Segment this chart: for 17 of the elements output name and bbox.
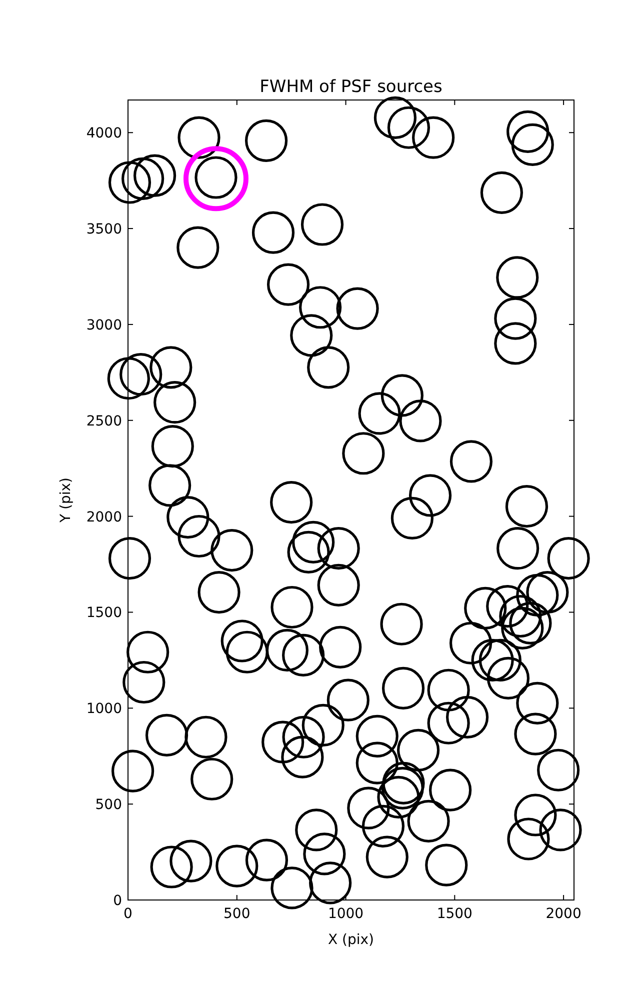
x-tick-label: 500 [224,906,250,922]
x-tick-label: 1500 [436,906,472,922]
y-tick-label: 500 [95,797,122,814]
y-tick-label: 1000 [86,701,122,718]
y-tick-label: 1500 [86,605,122,622]
x-tick-label: 0 [124,906,132,922]
y-axis-title: Y (pix) [58,478,74,524]
y-tick-label: 2000 [86,509,122,526]
x-tick-label: 2000 [546,906,582,922]
x-tick-label: 1000 [328,906,364,922]
y-tick-label: 0 [113,893,122,909]
y-tick-label: 4000 [86,126,122,142]
y-tick-label: 3500 [86,222,122,238]
x-axis-title: X (pix) [328,932,374,948]
y-tick-label: 2500 [86,413,122,430]
chart-title: FWHM of PSF sources [260,77,443,97]
y-tick-label: 3000 [86,317,122,334]
